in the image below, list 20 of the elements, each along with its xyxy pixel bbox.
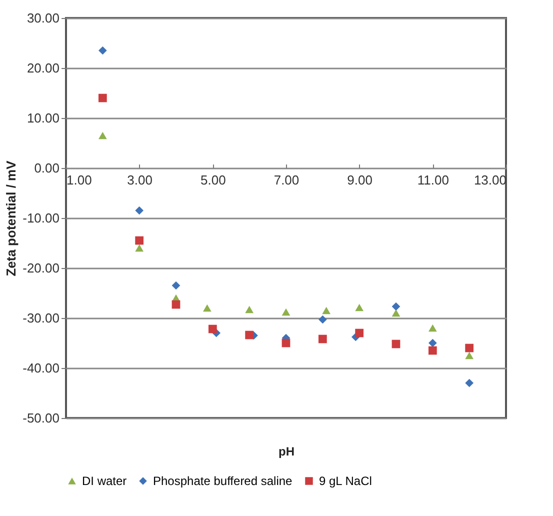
x-tick-label: 9.00 <box>347 172 372 188</box>
x-axis-title: pH <box>278 444 294 458</box>
x-tick-label: 5.00 <box>200 172 226 188</box>
y-tick-label: -50.00 <box>22 410 60 426</box>
y-tick-label: -40.00 <box>22 360 60 376</box>
x-tick-label: 1.00 <box>66 172 92 188</box>
y-tick-label: 0.00 <box>34 160 60 176</box>
legend-label: Phosphate buffered saline <box>153 474 293 488</box>
y-tick-label: 30.00 <box>26 10 60 26</box>
y-tick-label: 10.00 <box>26 110 60 126</box>
x-tick-label: 11.00 <box>417 172 449 188</box>
legend-label: 9 gL NaCl <box>319 474 372 488</box>
x-tick-label: 7.00 <box>274 172 300 188</box>
y-tick-label: -30.00 <box>22 310 60 326</box>
y-axis-title: Zeta potential / mV <box>4 160 19 276</box>
y-tick-label: 20.00 <box>26 60 60 76</box>
y-tick-label: -10.00 <box>22 210 60 226</box>
x-tick-label: 3.00 <box>127 172 152 188</box>
y-tick-label: -20.00 <box>22 260 60 276</box>
legend-label: DI water <box>82 474 127 488</box>
